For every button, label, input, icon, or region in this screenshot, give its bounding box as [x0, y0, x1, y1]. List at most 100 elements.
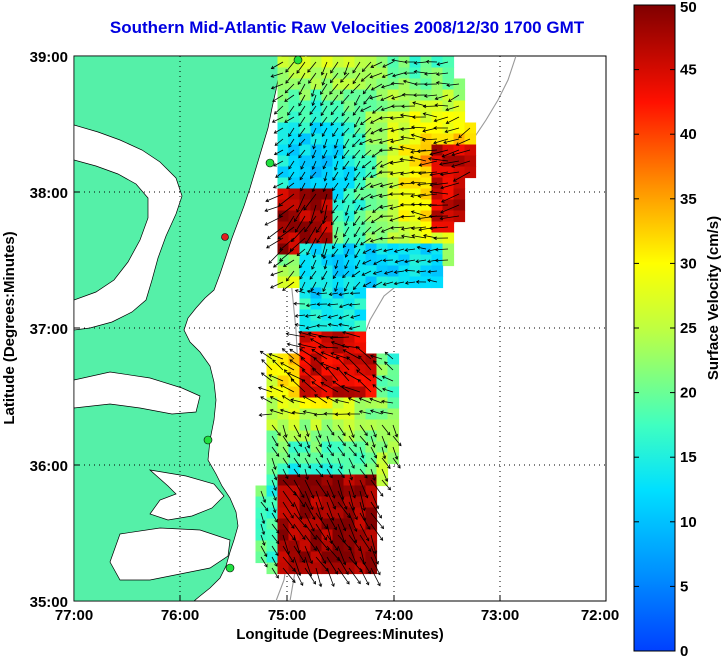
velocity-cell	[420, 177, 433, 190]
velocity-vector	[326, 479, 335, 499]
velocity-vector	[442, 149, 460, 158]
velocity-vector	[360, 182, 372, 190]
velocity-cell	[277, 386, 290, 399]
velocity-cell	[420, 210, 433, 223]
vector-arrowhead	[352, 155, 356, 159]
velocity-vector	[326, 490, 336, 510]
velocity-cell	[332, 342, 345, 355]
vector-arrowhead	[373, 454, 378, 459]
velocity-vector	[271, 424, 281, 436]
velocity-vector	[419, 226, 438, 231]
vector-arrowhead	[272, 359, 276, 363]
velocity-vector	[348, 468, 353, 480]
velocity-cell	[277, 364, 290, 377]
vector-arrowhead	[354, 254, 358, 259]
vector-arrowhead	[330, 122, 335, 126]
velocity-vector	[314, 394, 328, 404]
velocity-cell	[277, 56, 290, 69]
velocity-vector	[383, 248, 394, 252]
velocity-cell	[321, 298, 334, 311]
velocity-cell	[365, 78, 378, 91]
vector-arrowhead	[349, 476, 354, 481]
vector-arrowhead	[365, 442, 369, 446]
vector-arrowhead	[302, 410, 307, 414]
velocity-vector	[372, 248, 383, 253]
vector-arrowhead	[291, 536, 296, 541]
velocity-cell	[354, 122, 367, 135]
velocity-vector	[434, 116, 449, 122]
vector-arrowhead	[260, 372, 265, 376]
vector-arrowhead	[378, 514, 382, 519]
velocity-vector	[335, 259, 339, 269]
vector-arrowhead	[325, 547, 330, 552]
velocity-cell	[277, 265, 290, 278]
velocity-vector	[371, 215, 383, 224]
x-axis-label: Longitude (Degrees:Minutes)	[236, 626, 444, 643]
velocity-vector	[414, 71, 427, 74]
velocity-vector	[348, 523, 357, 543]
velocity-vector	[429, 226, 449, 229]
vector-arrowhead	[390, 225, 394, 230]
velocity-cell	[299, 199, 312, 212]
vector-arrowhead	[332, 505, 337, 510]
velocity-vector	[271, 72, 284, 78]
vector-arrowhead	[330, 341, 335, 345]
vector-arrowhead	[341, 132, 345, 137]
velocity-vector	[373, 360, 383, 371]
velocity-vector	[282, 348, 295, 360]
vector-arrowhead	[429, 183, 433, 187]
velocity-vector	[279, 237, 295, 251]
velocity-vector	[300, 160, 306, 170]
vector-arrowhead	[391, 58, 395, 63]
vector-arrowhead	[322, 145, 327, 149]
velocity-vector	[259, 413, 273, 416]
velocity-cell	[332, 166, 345, 179]
velocity-cell	[442, 221, 455, 234]
velocity-vector	[389, 147, 405, 151]
velocity-cell	[310, 111, 323, 124]
velocity-vector	[288, 171, 295, 181]
velocity-vector	[304, 457, 311, 469]
velocity-cell	[343, 309, 356, 322]
vector-arrowhead	[297, 549, 301, 554]
vector-arrowhead	[282, 263, 287, 267]
velocity-cell	[453, 89, 466, 102]
velocity-vector	[304, 468, 309, 480]
vector-arrowhead	[387, 486, 392, 491]
velocity-cell	[288, 276, 301, 289]
velocity-vector	[298, 331, 317, 338]
velocity-vector	[370, 355, 383, 360]
station-marker	[203, 435, 213, 445]
vector-arrowhead	[334, 547, 339, 552]
vector-arrowhead	[334, 570, 338, 575]
velocity-vector	[382, 376, 394, 382]
vector-arrowhead	[321, 276, 325, 281]
vector-arrowhead	[413, 69, 418, 74]
vector-arrowhead	[358, 141, 363, 146]
vector-arrowhead	[297, 81, 302, 85]
velocity-vector	[293, 490, 305, 508]
vector-arrowhead	[355, 346, 360, 350]
velocity-vector	[370, 410, 383, 415]
velocity-vector	[271, 446, 280, 457]
velocity-cell	[376, 408, 389, 421]
velocity-vector	[268, 248, 284, 264]
velocity-cell	[453, 100, 466, 113]
velocity-vector	[370, 61, 383, 68]
velocity-vector	[352, 61, 361, 74]
velocity-vector	[272, 359, 284, 371]
velocity-cell	[354, 386, 367, 399]
velocity-cell	[365, 210, 378, 223]
velocity-vector	[360, 193, 372, 201]
velocity-vector	[383, 281, 394, 286]
velocity-cell	[343, 364, 356, 377]
vector-arrowhead	[351, 507, 356, 511]
velocity-vector	[310, 338, 328, 349]
velocity-cell	[277, 276, 290, 289]
velocity-cell	[299, 287, 312, 300]
velocity-cell	[387, 364, 400, 377]
velocity-cell	[431, 56, 444, 69]
vector-arrowhead	[339, 90, 344, 95]
velocity-vector	[390, 138, 405, 143]
velocity-vector	[427, 248, 438, 252]
